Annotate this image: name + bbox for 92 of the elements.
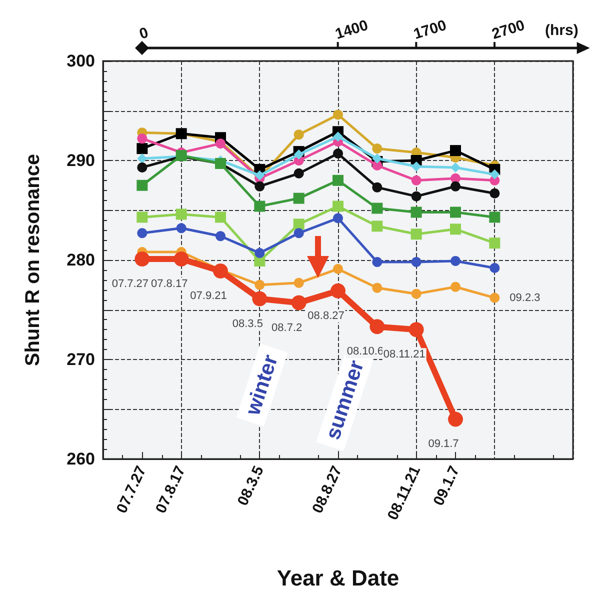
text: 0 [137, 24, 150, 43]
point [333, 110, 343, 120]
point [254, 248, 265, 258]
point [333, 213, 343, 224]
point [332, 174, 344, 186]
data-label: 07.7.27 [112, 278, 149, 290]
point [176, 208, 187, 220]
point [294, 228, 304, 238]
point [490, 262, 500, 273]
point [137, 228, 148, 238]
point [137, 162, 148, 172]
text: 2700 [490, 16, 527, 43]
point [490, 169, 500, 180]
point [410, 228, 422, 240]
point [411, 191, 422, 202]
point [372, 182, 382, 192]
point [448, 412, 463, 427]
point [254, 200, 266, 212]
point [332, 200, 344, 212]
annotation: summer [321, 358, 369, 442]
point [411, 288, 422, 299]
point [411, 175, 422, 186]
point [450, 282, 460, 292]
point [333, 132, 343, 142]
x-tick-label: 09.1.7 [430, 463, 464, 508]
point [213, 263, 228, 278]
data-label: 07.8.17 [150, 278, 188, 290]
point [215, 212, 226, 223]
x-tick-label: 08.3.5 [234, 463, 268, 508]
point [134, 252, 150, 266]
point [333, 148, 343, 159]
data-label: 08.11.21 [383, 348, 426, 361]
point [294, 278, 304, 288]
point [450, 162, 460, 172]
data-label: 08.3.5 [232, 318, 263, 330]
point [176, 223, 186, 234]
point [293, 192, 304, 204]
point [294, 150, 304, 160]
data-label: 09.2.3 [510, 292, 540, 304]
point [372, 160, 382, 170]
point [450, 206, 461, 218]
text: (hrs) [545, 22, 578, 39]
point [174, 252, 189, 266]
point [294, 168, 304, 178]
point [372, 154, 382, 164]
point [136, 180, 148, 191]
point [450, 256, 460, 266]
point [333, 264, 343, 274]
y-tick-label: 300 [66, 52, 95, 70]
point [450, 224, 461, 235]
point [372, 282, 382, 293]
point [410, 206, 422, 218]
point [372, 220, 383, 232]
point [489, 212, 500, 223]
point [370, 319, 385, 334]
text: 1400 [333, 16, 370, 43]
point [490, 292, 500, 303]
point [411, 161, 422, 172]
text: 1700 [412, 16, 448, 43]
point [408, 322, 424, 338]
point [252, 291, 268, 306]
y-tick-label: 270 [66, 350, 95, 369]
point [136, 143, 148, 154]
point [372, 256, 382, 267]
y-tick-label: 260 [66, 450, 95, 468]
point [137, 154, 148, 164]
point [294, 130, 304, 140]
point [489, 238, 500, 249]
point [136, 212, 148, 223]
y-axis-title: Shunt R on resonance [22, 154, 44, 366]
point [490, 188, 500, 198]
data-label: 08.8.27 [308, 310, 344, 322]
data-label: 08.7.2 [272, 322, 302, 334]
point [137, 134, 148, 144]
point [411, 256, 422, 267]
point [291, 295, 306, 310]
point [216, 231, 226, 242]
point [450, 145, 461, 156]
point [254, 280, 265, 290]
point [330, 283, 346, 298]
y-tick-label: 280 [66, 250, 95, 270]
point [254, 181, 265, 192]
point [372, 202, 383, 214]
data-label: 09.1.7 [428, 438, 459, 450]
annotation: winter [241, 352, 282, 419]
y-tick-label: 290 [66, 151, 95, 170]
data-label: 08.10.6 [346, 346, 384, 358]
x-axis-title: Year & Date [276, 566, 400, 590]
point [293, 218, 304, 230]
data-label: 07.9.21 [190, 290, 227, 302]
point [450, 181, 460, 192]
point [372, 144, 382, 154]
